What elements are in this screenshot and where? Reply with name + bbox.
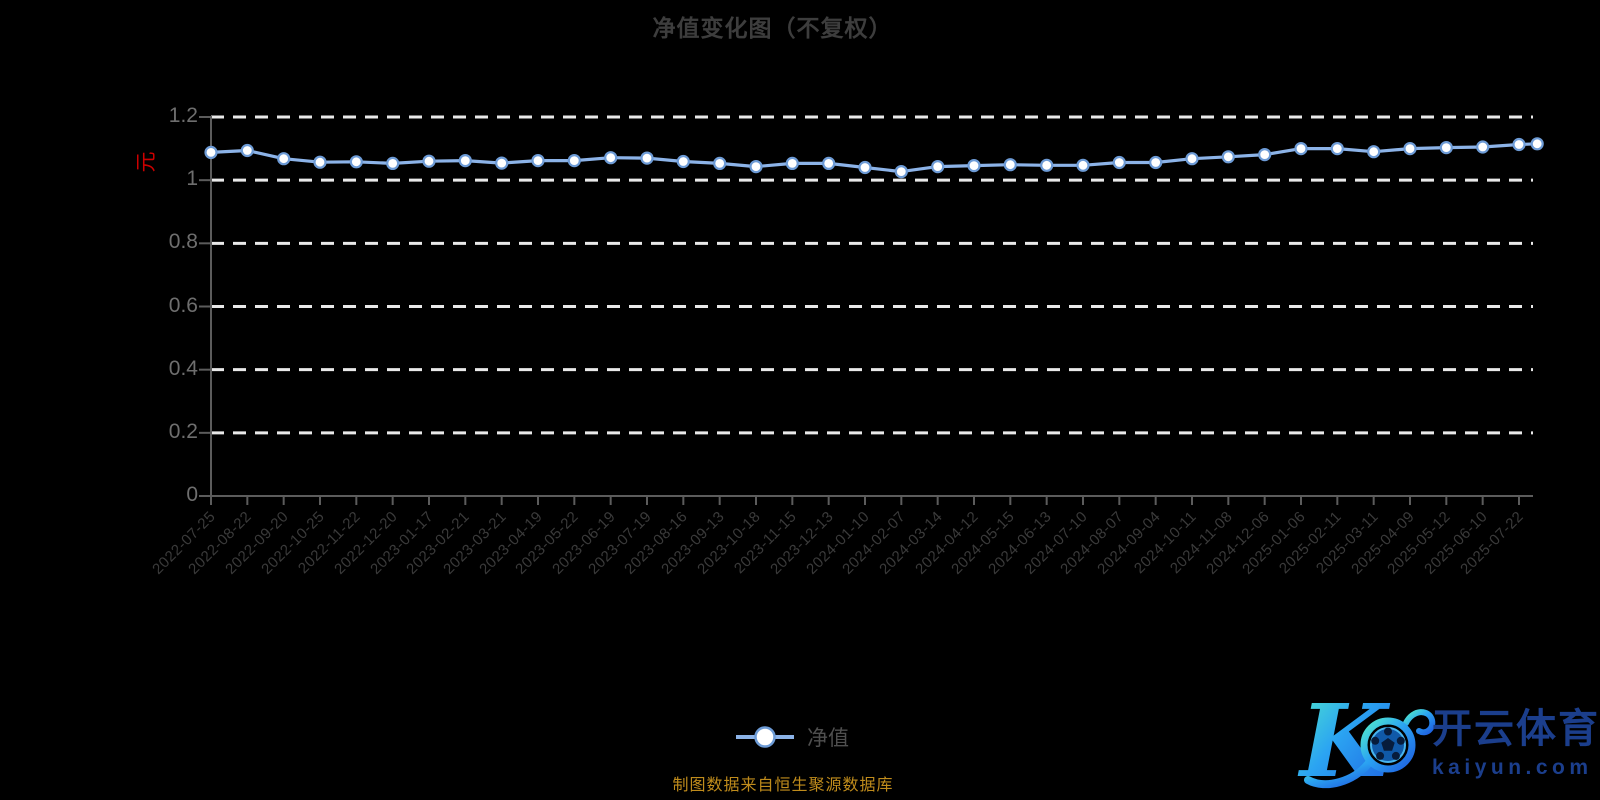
data-point-marker[interactable] — [676, 154, 690, 169]
logo-brand-text: 开云体育 — [1432, 707, 1600, 751]
data-point-marker[interactable] — [749, 160, 763, 174]
y-axis-tick-label: 1 — [186, 167, 198, 191]
data-point-marker[interactable] — [1330, 142, 1344, 156]
data-point-marker[interactable] — [204, 145, 218, 159]
legend-marker-icon — [736, 726, 794, 748]
y-axis-tick-label: 1.2 — [168, 104, 198, 127]
data-point-marker[interactable] — [1040, 158, 1054, 172]
data-point-marker[interactable] — [713, 156, 727, 170]
data-source-caption: 制图数据来自恒生聚源数据库 — [672, 777, 894, 794]
data-point-marker[interactable] — [1367, 145, 1381, 159]
data-point-marker[interactable] — [386, 156, 400, 170]
data-point-marker[interactable] — [458, 154, 472, 168]
data-point-marker[interactable] — [531, 154, 545, 168]
data-point-marker[interactable] — [785, 156, 799, 170]
legend-item-netvalue[interactable]: 净值 — [733, 722, 849, 752]
data-point-marker[interactable] — [567, 154, 581, 168]
data-point-marker[interactable] — [1185, 152, 1199, 166]
data-point-marker[interactable] — [1258, 148, 1272, 162]
data-point-marker[interactable] — [1476, 140, 1490, 154]
data-point-marker[interactable] — [604, 151, 618, 165]
data-point-marker[interactable] — [240, 143, 254, 158]
data-point-marker[interactable] — [313, 155, 327, 169]
soccer-ball-icon — [1370, 727, 1406, 763]
data-point-marker[interactable] — [931, 160, 945, 174]
data-point-marker[interactable] — [277, 152, 291, 166]
y-axis-tick-label: 0.2 — [168, 419, 198, 443]
data-point-marker[interactable] — [1439, 141, 1453, 155]
data-point-marker[interactable] — [1076, 158, 1090, 172]
data-point-marker[interactable] — [858, 160, 872, 175]
data-point-marker[interactable] — [894, 165, 908, 179]
data-point-marker[interactable] — [1512, 137, 1526, 152]
data-point-marker[interactable] — [495, 156, 509, 170]
kaiyun-logo[interactable]: K 开云体育 kaiyun.com — [1296, 680, 1600, 800]
data-point-marker[interactable] — [1403, 142, 1417, 156]
data-point-marker[interactable] — [1112, 155, 1126, 170]
data-point-marker[interactable] — [1294, 142, 1308, 156]
y-axis-tick-label: 0.6 — [168, 293, 198, 317]
data-point-marker[interactable] — [349, 155, 363, 169]
logo-domain-text: kaiyun.com — [1432, 756, 1593, 779]
data-point-marker[interactable] — [1530, 137, 1544, 151]
data-point-marker[interactable] — [1149, 155, 1163, 170]
y-axis-tick-label: 0 — [186, 483, 198, 506]
data-point-marker[interactable] — [822, 156, 836, 170]
legend-label: 净值 — [807, 727, 849, 750]
data-point-marker[interactable] — [640, 151, 654, 165]
data-point-marker[interactable] — [1221, 150, 1235, 164]
chart-title: 净值变化图（不复权） — [652, 15, 893, 41]
y-axis-tick-label: 0.4 — [168, 356, 198, 380]
y-axis-tick-label: 0.8 — [168, 230, 198, 254]
data-point-marker[interactable] — [1003, 158, 1017, 172]
data-point-marker[interactable] — [422, 154, 436, 168]
data-point-marker[interactable] — [967, 159, 981, 173]
kaiyun-k-mark: K — [1297, 682, 1436, 800]
